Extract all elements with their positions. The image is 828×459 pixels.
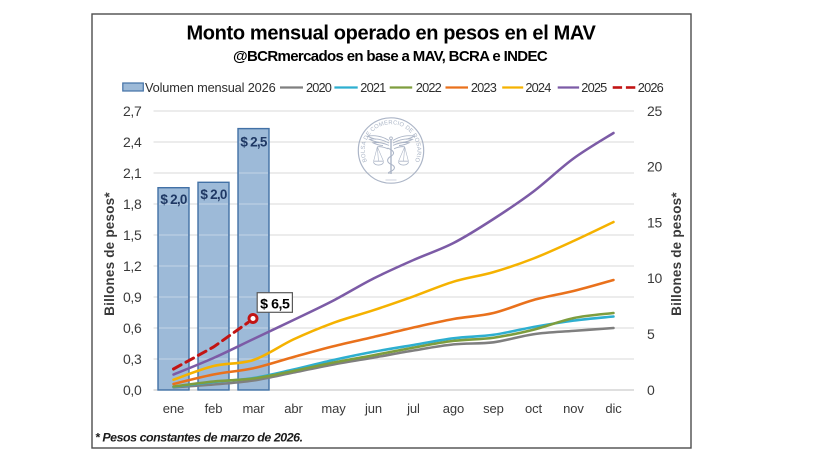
svg-text:0,6: 0,6 — [123, 320, 142, 336]
svg-text:2,7: 2,7 — [123, 103, 142, 119]
svg-text:jun: jun — [364, 401, 382, 416]
svg-text:may: may — [321, 401, 346, 416]
svg-text:2026: 2026 — [638, 80, 664, 95]
svg-text:$ 2,5: $ 2,5 — [240, 134, 268, 149]
svg-text:abr: abr — [284, 401, 303, 416]
svg-text:1,2: 1,2 — [123, 258, 142, 274]
svg-text:0,9: 0,9 — [123, 289, 142, 305]
svg-text:ene: ene — [163, 401, 184, 416]
svg-text:sep: sep — [483, 401, 504, 416]
svg-text:ago: ago — [443, 401, 464, 416]
svg-text:1,8: 1,8 — [123, 196, 142, 212]
svg-text:5: 5 — [647, 326, 655, 342]
svg-text:dic: dic — [605, 401, 622, 416]
svg-text:Billones de pesos*: Billones de pesos* — [102, 192, 117, 316]
svg-text:2022: 2022 — [416, 80, 442, 95]
svg-text:2023: 2023 — [471, 80, 497, 95]
svg-text:@BCRmercados en base a MAV, BC: @BCRmercados en base a MAV, BCRA e INDEC — [233, 48, 548, 65]
svg-text:2024: 2024 — [525, 80, 551, 95]
svg-text:2,1: 2,1 — [123, 165, 142, 181]
svg-text:2,4: 2,4 — [123, 134, 142, 150]
svg-text:feb: feb — [205, 401, 223, 416]
svg-text:nov: nov — [563, 401, 584, 416]
svg-text:* Pesos constantes de marzo de: * Pesos constantes de marzo de 2026. — [95, 431, 303, 445]
svg-text:$ 6,5: $ 6,5 — [260, 296, 290, 312]
svg-text:$ 2,0: $ 2,0 — [160, 192, 187, 207]
svg-text:0,0: 0,0 — [123, 382, 142, 398]
svg-text:Volumen mensual 2026: Volumen mensual 2026 — [145, 80, 276, 95]
svg-text:oct: oct — [525, 401, 543, 416]
svg-text:$ 2,0: $ 2,0 — [200, 187, 227, 202]
svg-text:0,3: 0,3 — [123, 351, 142, 367]
svg-text:2025: 2025 — [581, 80, 607, 95]
svg-text:jul: jul — [406, 401, 420, 416]
svg-text:20: 20 — [647, 159, 662, 175]
svg-text:15: 15 — [647, 214, 662, 230]
svg-text:2020: 2020 — [306, 80, 332, 95]
svg-text:25: 25 — [647, 103, 662, 119]
svg-text:0: 0 — [647, 382, 655, 398]
svg-text:10: 10 — [647, 270, 662, 286]
svg-text:Monto mensual operado en pesos: Monto mensual operado en pesos en el MAV — [186, 23, 596, 45]
svg-text:2021: 2021 — [360, 80, 386, 95]
svg-text:mar: mar — [242, 401, 265, 416]
svg-text:1,5: 1,5 — [123, 227, 142, 243]
svg-text:Billones de pesos*: Billones de pesos* — [669, 192, 684, 316]
